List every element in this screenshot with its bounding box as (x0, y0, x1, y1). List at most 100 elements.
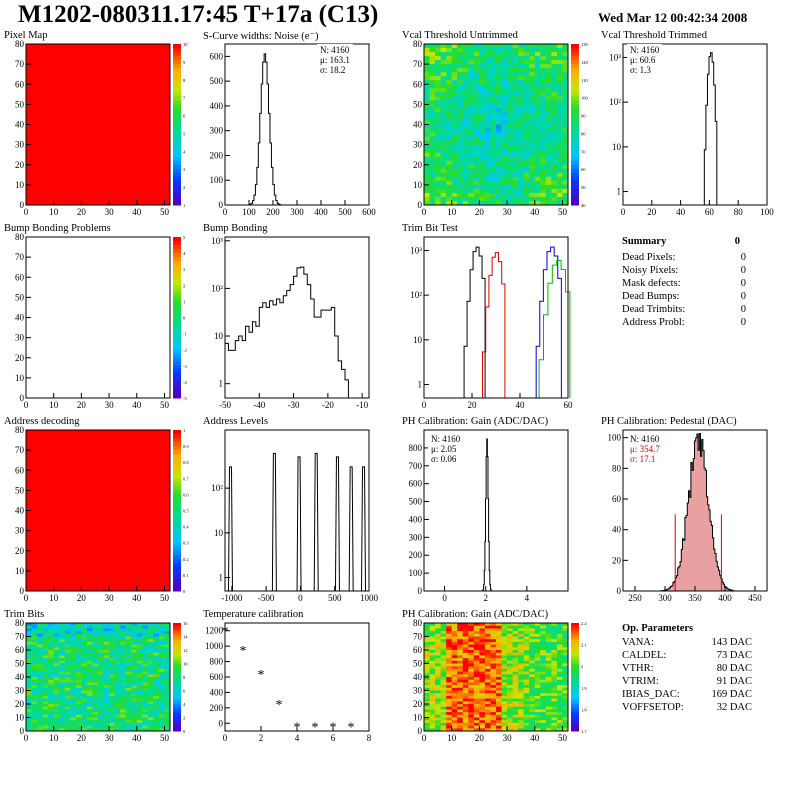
heatmap-cell (451, 685, 458, 689)
heatmap-cell (468, 725, 475, 729)
heatmap-cell (540, 663, 547, 667)
heatmap-cell (446, 671, 453, 675)
heatmap-cell (142, 639, 149, 643)
heatmap-cell (457, 196, 464, 202)
heatmap-cell (562, 636, 569, 640)
heatmap-cell (562, 180, 569, 186)
heatmap-cell (562, 685, 569, 689)
heatmap-cell (81, 682, 88, 686)
heatmap-cell (48, 682, 55, 686)
heatmap-cell (490, 116, 497, 121)
heatmap-cell (507, 717, 514, 721)
heatmap-cell (490, 48, 497, 53)
heatmap-cell (473, 655, 480, 659)
heatmap-cell (440, 80, 447, 85)
heatmap-cell (451, 112, 458, 117)
heatmap-cell (457, 695, 464, 700)
heatmap-cell (479, 695, 486, 700)
heatmap-cell (484, 88, 491, 93)
heatmap-cell (451, 660, 458, 664)
heatmap-cell (142, 693, 149, 697)
heatmap-cell (457, 701, 464, 705)
heatmap-cell (75, 639, 82, 643)
heatmap-cell (440, 88, 447, 93)
heatmap-cell (534, 160, 541, 166)
x-tick-label: 30 (105, 593, 115, 603)
heatmap-cell (523, 132, 530, 138)
heatmap-cell (473, 709, 480, 713)
heatmap-cell (540, 112, 547, 117)
heatmap-cell (451, 658, 458, 662)
heatmap-cell (529, 84, 536, 89)
heatmap-cell (534, 666, 541, 670)
x-tick-label: 300 (658, 593, 672, 603)
heatmap-cell (484, 164, 491, 170)
heatmap-cell (484, 180, 491, 186)
heatmap-cell (534, 636, 541, 640)
heatmap-cell (551, 647, 558, 651)
heatmap-cell (534, 172, 541, 178)
heatmap-cell (424, 623, 431, 627)
heatmap-cell (424, 690, 431, 694)
heatmap-cell (446, 164, 453, 170)
heatmap-cell (53, 631, 60, 635)
heatmap-cell (109, 706, 116, 710)
heatmap-cell (440, 124, 447, 130)
heatmap-cell (457, 100, 464, 105)
heatmap-cell (31, 709, 38, 713)
heatmap-cell (120, 690, 127, 694)
heatmap-cell (484, 641, 491, 646)
heatmap-cell (131, 647, 138, 651)
heatmap-cell (131, 725, 138, 729)
heatmap-cell (529, 176, 536, 182)
heatmap-cell (81, 652, 88, 656)
heatmap-cell (142, 682, 149, 686)
colorbar-cell (173, 361, 181, 367)
heatmap-cell (424, 712, 431, 716)
heatmap-cell (468, 655, 475, 659)
heatmap-cell (147, 666, 154, 670)
x-tick-label: 50 (160, 400, 170, 410)
heatmap-cell (42, 704, 49, 708)
heatmap-cell (81, 623, 88, 627)
heatmap-cell (523, 685, 530, 689)
heatmap-cell (534, 116, 541, 121)
heatmap-cell (518, 124, 525, 130)
heatmap-cell (496, 56, 503, 61)
y-tick-label: 300 (409, 532, 423, 542)
heatmap-cell (518, 639, 525, 643)
heatmap-cell (81, 728, 88, 732)
heatmap-cell (507, 636, 514, 640)
heatmap-cell (64, 658, 71, 662)
heatmap-cell (70, 628, 77, 632)
heatmap-cell (109, 728, 116, 732)
heatmap-cell (512, 48, 519, 53)
y-tick-label: 70 (413, 632, 423, 642)
heatmap-cell (158, 650, 165, 654)
heatmap-cell (451, 644, 458, 648)
heatmap-cell (507, 650, 514, 654)
heatmap-cell (98, 644, 105, 648)
heatmap-cell (164, 647, 171, 651)
heatmap-cell (540, 725, 547, 729)
heatmap-cell (529, 192, 536, 198)
heatmap-cell (37, 714, 44, 718)
colorbar-cell (173, 442, 181, 447)
heatmap-cell (479, 639, 486, 643)
heatmap-cell (496, 647, 503, 651)
heatmap-cell (545, 60, 552, 65)
heatmap-cell (109, 666, 116, 670)
heatmap-cell (59, 666, 66, 670)
heatmap-cell (451, 164, 458, 170)
heatmap-cell (529, 88, 536, 93)
colorbar-cell (173, 120, 181, 125)
heatmap-cell (545, 188, 552, 194)
colorbar-cell (571, 200, 579, 206)
heatmap-cell (523, 650, 530, 654)
heatmap-cell (136, 644, 143, 648)
heatmap-cell (523, 200, 530, 206)
heatmap-cell (451, 674, 458, 678)
heatmap-cell (529, 650, 536, 654)
heatmap-cell (473, 72, 480, 77)
colorbar-cell (571, 709, 579, 713)
